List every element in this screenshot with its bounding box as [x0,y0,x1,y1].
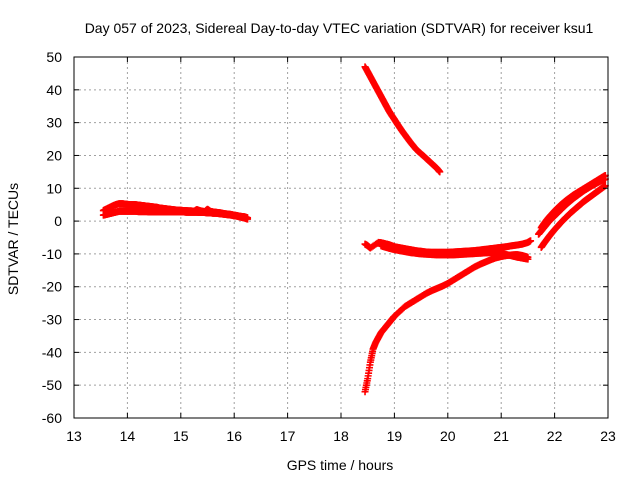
chart-title: Day 057 of 2023, Sidereal Day-to-day VTE… [85,20,594,36]
y-tick-label: -10 [42,246,62,262]
data-series [99,207,252,223]
y-tick-label: -50 [42,377,62,393]
data-series [361,251,532,396]
data-point [244,215,252,223]
x-tick-label: 13 [66,428,82,444]
data-point [527,237,535,245]
axis-ticks: 13 14 15 16 17 18 19 20 21 22 23 -60 -50 -40 -30 -20 -10… [42,49,616,444]
x-tick-label: 17 [280,428,296,444]
x-tick-label: 16 [226,428,242,444]
data-series [537,182,609,251]
x-tick-label: 21 [493,428,509,444]
x-tick-label: 23 [600,428,616,444]
y-tick-label: -60 [42,410,62,426]
y-tick-label: 40 [46,82,62,98]
y-tick-label: 10 [46,180,62,196]
y-tick-label: -30 [42,312,62,328]
x-tick-label: 20 [440,428,456,444]
x-tick-label: 14 [120,428,136,444]
grid-lines [74,57,608,418]
x-tick-label: 18 [333,428,349,444]
data-series [361,63,444,176]
data-series [377,242,532,263]
x-tick-label: 22 [547,428,563,444]
x-axis-label: GPS time / hours [287,457,394,473]
y-tick-label: -20 [42,279,62,295]
y-tick-label: 50 [46,49,62,65]
y-tick-label: -40 [42,344,62,360]
data-series [535,175,609,238]
y-tick-label: 0 [54,213,62,229]
x-tick-label: 15 [173,428,189,444]
data-points [99,63,609,396]
data-point [524,255,532,263]
data-point [436,168,444,176]
x-tick-label: 19 [387,428,403,444]
y-tick-label: 20 [46,147,62,163]
y-tick-label: 30 [46,115,62,131]
y-axis-label: SDTVAR / TECUs [5,183,21,295]
